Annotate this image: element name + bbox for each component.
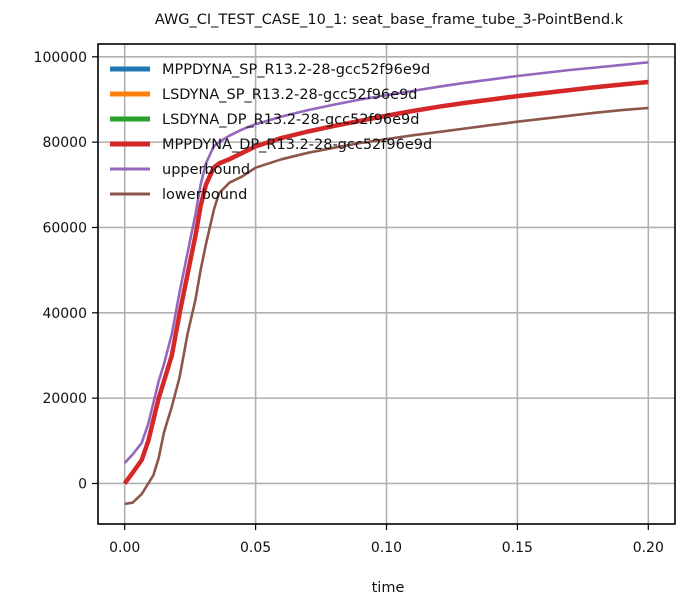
x-axis-label: time [372,580,405,596]
y-tick-label: 80000 [42,135,87,151]
x-tick-label: 0.20 [633,540,664,556]
y-tick-label: 100000 [34,50,87,66]
axis-ticks: 0.00 0.05 0.10 0.15 0.20 0 20000 40000 60000 8000… [34,50,664,556]
y-tick-label: 20000 [42,391,87,407]
x-tick-label: 0.10 [371,540,402,556]
series-group [122,61,649,506]
legend-label: lowerbound [162,187,247,203]
series-line-4 [122,79,649,485]
x-tick-label: 0.15 [502,540,533,556]
y-tick-label: 0 [78,476,87,492]
chart-title: AWG_CI_TEST_CASE_10_1: seat_base_frame_t… [155,12,624,28]
legend-label: LSDYNA_DP_R13.2-28-gcc52f96e9d [162,112,419,128]
legend-label: MPPDYNA_SP_R13.2-28-gcc52f96e9d [162,62,430,78]
legend: MPPDYNA_SP_R13.2-28-gcc52f96e9d LSDYNA_SP… [110,62,432,203]
series-line-6 [124,106,649,506]
x-tick-label: 0.05 [240,540,271,556]
legend-label: MPPDYNA_DP_R13.2-28-gcc52f96e9d [162,137,432,153]
grid-lines [98,44,675,524]
legend-label: LSDYNA_SP_R13.2-28-gcc52f96e9d [162,87,418,103]
y-tick-label: 60000 [42,220,87,236]
series-line-5 [123,61,649,464]
y-tick-label: 40000 [42,306,87,322]
legend-label: upperbound [162,162,250,178]
x-tick-label: 0.00 [109,540,140,556]
